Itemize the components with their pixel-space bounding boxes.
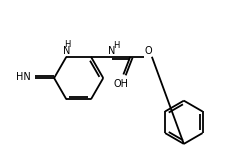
Text: N: N (108, 46, 115, 56)
Text: OH: OH (114, 79, 129, 89)
Text: O: O (144, 46, 152, 56)
Text: HN: HN (16, 72, 30, 82)
Text: H: H (113, 41, 120, 50)
Text: H: H (64, 40, 71, 49)
Text: N: N (63, 46, 70, 56)
